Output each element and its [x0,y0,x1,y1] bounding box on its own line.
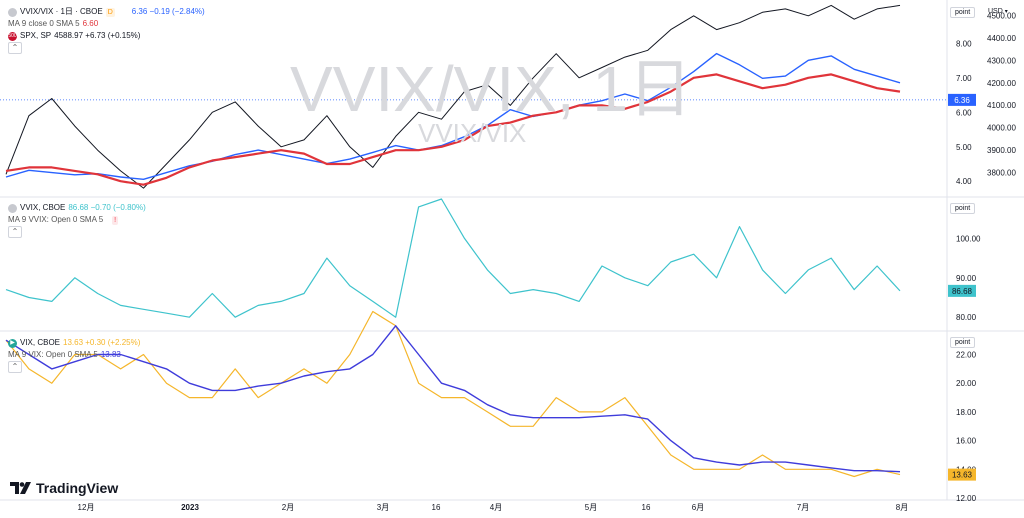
time-axis-label: 6月 [692,503,704,512]
pane3-tick: 16.00 [956,437,977,446]
spx-row[interactable]: 500 SPX, SP 4588.97 +6.73 (+0.15%) [8,30,205,42]
pane1-left-tick: 4.00 [956,177,972,186]
pane3-price-badge: 13.63 [952,471,973,480]
spx-icon: 500 [8,31,17,41]
pane3-legend: ▶ VIX, CBOE 13.63 +0.30 (+2.25%) MA 9 VI… [8,337,140,373]
collapse-pane3-button[interactable]: ⌃ [8,361,22,373]
tradingview-logo[interactable]: TradingView [10,480,118,496]
pane1-right-tick: 4400.00 [987,34,1016,43]
time-axis-label: 8月 [896,503,908,512]
pane1-right-tick: 4200.00 [987,79,1016,88]
series-line-spx[interactable] [5,52,901,181]
pane3-scale-mode-button[interactable]: point [950,337,976,348]
vix-symbol-row[interactable]: ▶ VIX, CBOE 13.63 +0.30 (+2.25%) [8,337,140,349]
series-line-ma-ratio[interactable] [5,73,901,186]
vix-ma-row[interactable]: MA 9 VIX: Open 0 SMA 5 13.83 [8,349,140,361]
series-layer [0,4,947,478]
pane1-right-tick: 3800.00 [987,169,1016,178]
pane2-tick: 90.00 [956,274,977,283]
pane3-price-badge-bg [948,468,976,481]
pane1-left-tick: 7.00 [956,74,972,83]
vix-ma-value: 13.83 [100,350,121,359]
pane2-tick: 80.00 [956,313,977,322]
pane2-price-badge-bg [948,284,976,297]
pane3-tick: 20.00 [956,379,977,388]
main-symbol-label[interactable]: VVIX/VIX · 1日 · CBOE [20,7,103,16]
time-axis-label: 7月 [797,503,809,512]
vvix-symbol-row[interactable]: VVIX, CBOE 86.68 −0.70 (−0.80%) [8,202,146,214]
pane2-tick: 100.00 [956,234,981,243]
pane1-right-tick: 4000.00 [987,124,1016,133]
currency-button[interactable]: USD ▾ [985,7,1011,16]
pane1-left-tick: 8.00 [956,39,972,48]
vix-ma-label: MA 9 VIX: Open 0 SMA 5 [8,350,98,359]
series-line-vix-ma[interactable] [5,325,901,473]
pane1-scale-mode-button[interactable]: point [950,7,976,18]
d-badge: D [105,7,115,17]
symbol-icon [8,7,17,17]
time-axis-label: 16 [642,503,651,512]
pane3-tick: 22.00 [956,351,977,360]
series-line-vvix[interactable] [5,198,901,318]
vvix-ma-row[interactable]: MA 9 VVIX: Open 0 SMA 5 ! [8,214,146,226]
collapse-pane2-button[interactable]: ⌃ [8,226,22,238]
main-symbol-values: 6.36 −0.19 (−2.84%) [131,7,205,16]
time-axis-label: 5月 [585,503,597,512]
alert-icon[interactable]: ! [112,215,119,225]
pane1-price-badge-bg [948,93,976,106]
pane2-scale-mode-button[interactable]: point [950,203,976,214]
pane1-legend: VVIX/VIX · 1日 · CBOE D 6.36 −0.19 (−2.84… [8,6,205,54]
time-axis-label: 4月 [490,503,502,512]
time-axis-label: 2月 [282,503,294,512]
vix-icon: ▶ [8,338,17,348]
watermark-symbol: VVIX/VIX, 1日 [290,53,692,125]
spx-values: 4588.97 +6.73 (+0.15%) [54,31,141,40]
tradingview-logo-text: TradingView [36,480,119,496]
tick-layer: 8.00 7.00 6.00 5.00 4.00 4500.00 4400.00 4300.0… [78,11,1017,512]
series-line-vix[interactable] [5,310,901,478]
vvix-symbol-label[interactable]: VVIX, CBOE [20,203,66,212]
tradingview-logo-icon [10,482,31,494]
chevron-down-icon: ▾ [1004,9,1008,15]
pane1-right-tick: 4300.00 [987,56,1016,65]
pane3-tick: 18.00 [956,408,977,417]
time-axis-label: 3月 [377,503,389,512]
main-symbol-row[interactable]: VVIX/VIX · 1日 · CBOE D 6.36 −0.19 (−2.84… [8,6,205,18]
ma-label: MA 9 close 0 SMA 5 [8,19,80,28]
time-axis-label: 16 [432,503,441,512]
pane2-legend: VVIX, CBOE 86.68 −0.70 (−0.80%) MA 9 VVI… [8,202,146,238]
pane1-left-tick: 6.00 [956,108,972,117]
pane1-right-tick: 4500.00 [987,11,1016,20]
currency-label: USD [988,8,1003,15]
vix-symbol-label[interactable]: VIX, CBOE [20,338,61,347]
vvix-values: 86.68 −0.70 (−0.80%) [68,203,146,212]
spx-label: SPX, SP [20,31,52,40]
vvix-icon [8,203,17,213]
vvix-ma-label: MA 9 VVIX: Open 0 SMA 5 [8,215,104,224]
watermark-symbol-small: VVIX/VIX [418,118,527,148]
pane2-price-badge: 86.68 [952,287,973,296]
pane1-right-tick: 4100.00 [987,101,1016,110]
time-axis-label: 2023 [181,503,199,512]
pane1-price-badge: 6.36 [954,96,970,105]
pane3-tick: 12.00 [956,494,977,503]
time-axis-label: 12月 [78,503,95,512]
collapse-legend-button[interactable]: ⌃ [8,42,22,54]
vix-values: 13.63 +0.30 (+2.25%) [63,338,141,347]
pane1-right-tick: 3900.00 [987,146,1016,155]
pane1-left-tick: 5.00 [956,143,972,152]
ma-value: 6.60 [82,19,99,28]
ma-row[interactable]: MA 9 close 0 SMA 5 6.60 [8,18,205,30]
